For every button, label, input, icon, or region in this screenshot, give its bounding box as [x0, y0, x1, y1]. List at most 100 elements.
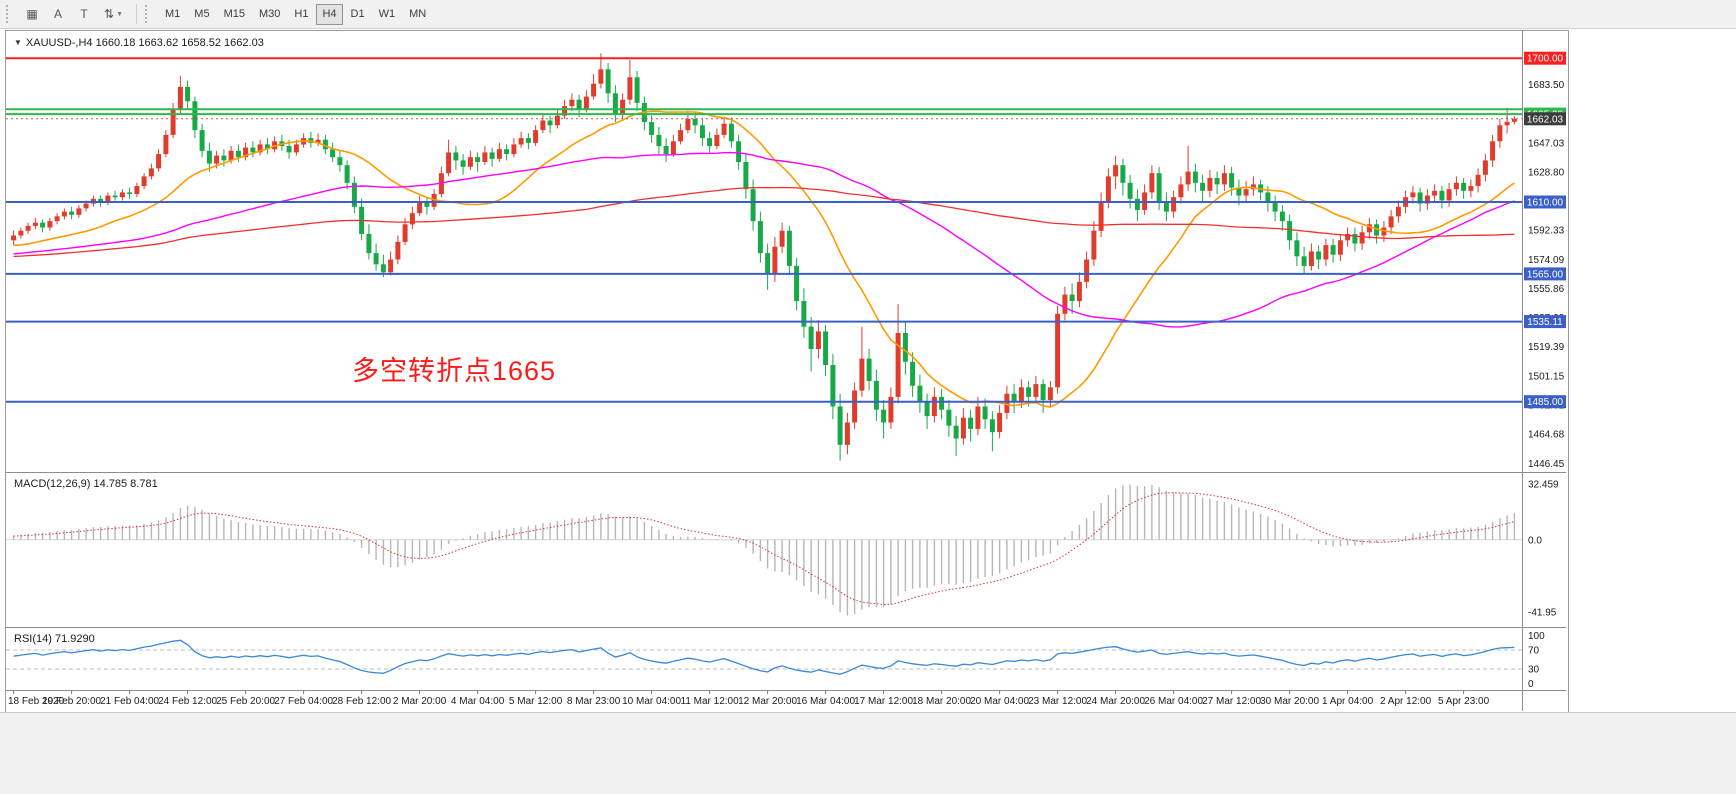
candle: [221, 155, 227, 161]
macd-histogram-bar: [933, 539, 936, 586]
candle: [1084, 259, 1090, 282]
macd-histogram-bar: [1513, 513, 1516, 540]
macd-histogram-bar: [360, 539, 363, 548]
time-tick-label: 19 Feb 20:00: [42, 696, 101, 707]
grid-tool-icon[interactable]: ▦: [26, 7, 38, 21]
pointer-tool-icon[interactable]: A: [53, 7, 62, 21]
candle: [1388, 216, 1394, 228]
macd-histogram-bar: [1230, 504, 1233, 540]
macd-histogram-bar: [1491, 521, 1494, 540]
dropdown-caret-icon[interactable]: ▼: [116, 10, 123, 18]
time-tick-label: 5 Apr 23:00: [1438, 696, 1490, 707]
price-badge: [1524, 195, 1566, 209]
macd-histogram-bar: [766, 539, 769, 569]
candle: [1374, 224, 1380, 236]
candle: [931, 396, 937, 417]
macd-histogram-bar: [1448, 529, 1450, 540]
macd-histogram-bar: [1484, 524, 1487, 540]
macd-histogram-bar: [447, 539, 450, 545]
macd-histogram-bar: [172, 513, 174, 540]
timeframe-button-m5[interactable]: M5: [194, 8, 210, 20]
macd-pane: [6, 484, 1522, 616]
price-tick-label: 1501.15: [1528, 371, 1565, 382]
macd-histogram-bar: [998, 539, 1001, 574]
macd-histogram-bar: [991, 539, 994, 577]
macd-histogram-bar: [701, 538, 704, 540]
timeframe-button-w1[interactable]: W1: [378, 8, 396, 20]
candle: [243, 147, 249, 158]
time-tick-label: 24 Feb 12:00: [158, 696, 217, 707]
macd-histogram-bar: [687, 536, 689, 540]
time-tick-label: 8 Mar 23:00: [567, 696, 621, 707]
macd-histogram-bar: [1245, 509, 1247, 540]
macd-histogram-bar: [288, 528, 290, 540]
time-tick-label: 4 Mar 04:00: [451, 696, 505, 707]
macd-histogram-bar: [1404, 535, 1407, 540]
price-badges: 1700.001665.001610.001565.001535.111485.…: [1524, 51, 1566, 409]
candle: [293, 144, 299, 153]
macd-histogram-bar: [1397, 538, 1400, 540]
candle: [1243, 189, 1249, 196]
candle: [453, 152, 459, 161]
candle: [649, 122, 655, 135]
macd-histogram-bar: [1499, 518, 1501, 540]
timeframe-button-d1[interactable]: D1: [350, 8, 365, 20]
candle: [583, 96, 589, 110]
macd-histogram-bar: [1296, 533, 1298, 540]
macd-histogram-bar: [969, 539, 972, 582]
macd-histogram-bar: [150, 522, 153, 540]
macd-histogram-bar: [27, 533, 29, 540]
macd-histogram-bar: [273, 526, 276, 540]
candle: [518, 138, 524, 145]
timeframe-button-m1[interactable]: M1: [165, 8, 181, 20]
candle: [264, 144, 270, 150]
candle: [192, 101, 198, 131]
text-tool-icon[interactable]: T: [80, 7, 88, 21]
price-chart-canvas[interactable]: 1683.501665.271647.031628.801610.561592.…: [6, 31, 1566, 711]
macd-histogram-bar: [1455, 528, 1458, 540]
macd-histogram-bar: [955, 539, 957, 585]
macd-histogram-bar: [1129, 484, 1131, 540]
time-tick-label: 18 Feb 2020: [8, 696, 65, 707]
time-tick-label: 17 Mar 12:00: [854, 696, 913, 707]
timeframe-button-h1[interactable]: H1: [294, 8, 309, 20]
time-tick-label: 27 Feb 04:00: [274, 696, 333, 707]
candle: [1511, 118, 1517, 122]
macd-histogram-bar: [1412, 533, 1414, 540]
time-tick-label: 1 Apr 04:00: [1322, 696, 1374, 707]
macd-histogram-bar: [78, 529, 80, 540]
macd-histogram-bar: [1194, 495, 1197, 540]
timeframe-button-m15[interactable]: M15: [223, 8, 245, 20]
macd-histogram-bar: [1375, 539, 1378, 544]
candle: [1207, 178, 1213, 191]
time-tick-label: 30 Mar 20:00: [1260, 696, 1319, 707]
candle: [1453, 182, 1459, 190]
macd-histogram-bar: [940, 539, 943, 585]
macd-histogram-bar: [281, 526, 283, 540]
macd-histogram-bar: [1259, 513, 1262, 540]
candle: [939, 396, 945, 410]
scale-tool-icon[interactable]: ⇅ ▼: [104, 7, 123, 21]
time-tick-label: 2 Apr 12:00: [1380, 696, 1432, 707]
rsi-line: [13, 639, 1515, 675]
macd-histogram-bar: [85, 528, 87, 540]
timeframe-button-m30[interactable]: M30: [258, 8, 281, 20]
macd-histogram-bar: [534, 524, 537, 540]
candle: [1076, 281, 1082, 302]
candle: [163, 134, 169, 155]
macd-histogram-bar: [302, 528, 305, 540]
macd-histogram-bar: [462, 538, 464, 540]
timeframe-button-h4[interactable]: H4: [316, 3, 343, 25]
macd-histogram-bar: [788, 539, 791, 576]
toolbar-gripper[interactable]: [6, 5, 13, 23]
candle: [837, 406, 843, 445]
candle: [1004, 393, 1010, 413]
candle: [750, 189, 756, 222]
macd-histogram-bar: [20, 534, 22, 540]
macd-histogram-bar: [244, 523, 247, 540]
timeframe-gripper[interactable]: [145, 5, 152, 23]
timeframe-button-mn[interactable]: MN: [409, 8, 427, 20]
macd-histogram-bar: [1209, 498, 1211, 540]
macd-histogram-bar: [1317, 539, 1320, 545]
